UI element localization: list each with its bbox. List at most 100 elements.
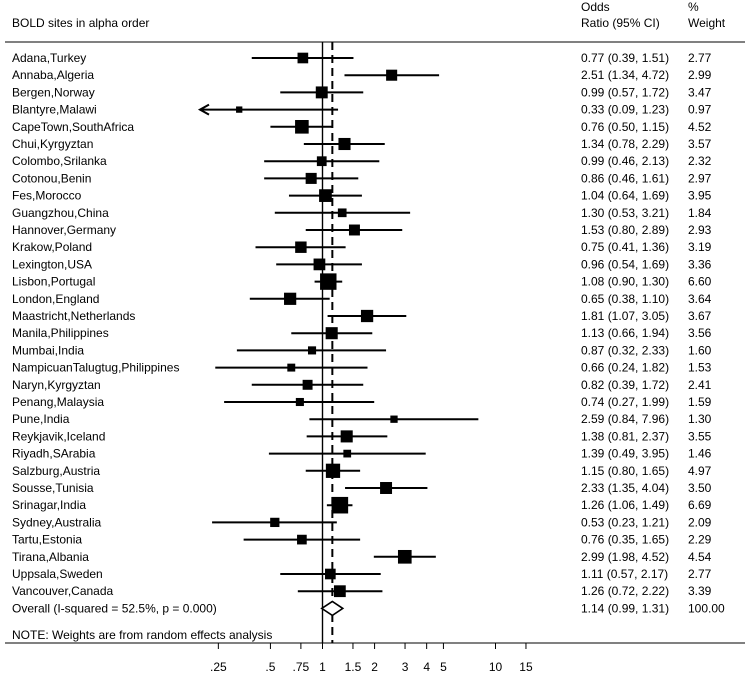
header-weight-line2: Weight (688, 16, 726, 30)
header-or-line2: Ratio (95% CI) (581, 16, 660, 30)
weight-box (270, 517, 280, 528)
site-label: Manila,Philippines (12, 326, 109, 340)
weight-label: 3.55 (688, 429, 712, 443)
weight-box (305, 172, 317, 184)
x-tick-label: .5 (265, 660, 275, 674)
x-tick-label: 1.5 (345, 660, 362, 674)
weight-label: 2.32 (688, 154, 712, 168)
weight-label: 2.99 (688, 68, 712, 82)
site-label: Maastricht,Netherlands (12, 309, 135, 323)
or-ci-label: 2.33 (1.35, 4.04) (581, 481, 669, 495)
or-ci-label: 1.04 (0.64, 1.69) (581, 189, 669, 203)
weight-label: 3.67 (688, 309, 712, 323)
x-tick-label: 10 (489, 660, 503, 674)
weight-label: 3.56 (688, 326, 712, 340)
site-label: Sydney,Australia (12, 515, 101, 529)
weight-box (343, 449, 352, 458)
weight-label: 2.97 (688, 171, 712, 185)
site-label: NampicuanTalugtug,Philippines (12, 361, 179, 375)
overall-weight-label: 100.00 (688, 601, 725, 615)
x-tick-label: 2 (371, 660, 378, 674)
weight-label: 2.77 (688, 51, 712, 65)
site-label: Uppsala,Sweden (12, 567, 103, 581)
weight-box (284, 292, 297, 305)
or-ci-label: 1.53 (0.80, 2.89) (581, 223, 669, 237)
site-label: Lexington,USA (12, 257, 92, 271)
weight-box (295, 119, 309, 134)
site-label: Srinagar,India (12, 498, 86, 512)
row-labels: Adana,Turkey 0.77 (0.39, 1.51) 2.77 Annaba,… (12, 51, 725, 615)
weight-label: 3.36 (688, 257, 712, 271)
weight-box (331, 496, 349, 514)
overall-diamond (320, 600, 345, 617)
weight-box (390, 415, 398, 423)
site-label: Adana,Turkey (12, 51, 86, 65)
x-tick-label: 3 (402, 660, 409, 674)
weight-label: 6.60 (688, 275, 712, 289)
site-label: CapeTown,SouthAfrica (12, 120, 134, 134)
weight-box (302, 379, 313, 390)
weight-label: 3.57 (688, 137, 712, 151)
site-label: Pune,India (12, 412, 70, 426)
or-ci-label: 2.51 (1.34, 4.72) (581, 68, 669, 82)
header-sites-label: BOLD sites in alpha order (12, 16, 149, 30)
weight-box (307, 346, 317, 355)
weight-label: 3.47 (688, 85, 712, 99)
weight-box (337, 208, 347, 218)
x-axis-ticks: .25 .5 .75 1 1.5 2 3 4 5 10 15 (210, 643, 533, 674)
site-label: London,England (12, 292, 99, 306)
weight-box (338, 137, 351, 151)
weight-label: 3.39 (688, 584, 712, 598)
weight-box (380, 482, 393, 494)
weight-box (325, 327, 338, 340)
or-ci-label: 1.11 (0.57, 2.17) (581, 567, 668, 581)
or-ci-label: 0.99 (0.46, 2.13) (581, 154, 669, 168)
weight-box (316, 156, 327, 167)
site-label: Lisbon,Portugal (12, 275, 95, 289)
weight-label: 2.77 (688, 567, 712, 581)
weight-box (287, 363, 296, 372)
weight-box (236, 106, 243, 113)
or-ci-label: 1.81 (1.07, 3.05) (581, 309, 669, 323)
weight-label: 1.53 (688, 361, 712, 375)
overall-label: Overall (I-squared = 52.5%, p = 0.000) (12, 601, 217, 615)
weight-label: 1.30 (688, 412, 712, 426)
x-tick-label: 4 (423, 660, 430, 674)
weight-box (313, 258, 326, 271)
plot-marks (197, 42, 479, 643)
or-ci-label: 1.13 (0.66, 1.94) (581, 326, 669, 340)
or-ci-label: 0.96 (0.54, 1.69) (581, 257, 669, 271)
x-tick-label: .25 (210, 660, 227, 674)
or-ci-label: 0.87 (0.32, 2.33) (581, 343, 669, 357)
weight-box (386, 69, 398, 81)
weight-box (325, 568, 336, 580)
or-ci-label: 0.77 (0.39, 1.51) (581, 51, 669, 65)
site-label: Colombo,Srilanka (12, 154, 107, 168)
or-ci-label: 0.53 (0.23, 1.21) (581, 515, 669, 529)
site-label: Guangzhou,China (12, 206, 109, 220)
site-label: Sousse,Tunisia (12, 481, 94, 495)
weight-box (360, 309, 374, 323)
ci-clip-arrow (197, 103, 210, 116)
or-ci-label: 2.99 (1.98, 4.52) (581, 550, 669, 564)
weight-box (297, 534, 307, 545)
weight-box (295, 397, 304, 407)
site-label: Riyadh,SArabia (12, 447, 96, 461)
weight-label: 2.09 (688, 515, 712, 529)
weight-box (319, 189, 332, 202)
or-ci-label: 0.74 (0.27, 1.99) (581, 395, 669, 409)
or-ci-label: 0.99 (0.57, 1.72) (581, 85, 669, 99)
weight-label: 1.84 (688, 206, 712, 220)
or-ci-label: 1.26 (1.06, 1.49) (581, 498, 669, 512)
weight-label: 3.64 (688, 292, 712, 306)
weight-box (397, 549, 412, 564)
weight-label: 2.29 (688, 533, 712, 547)
weight-label: 2.93 (688, 223, 712, 237)
site-label: Cotonou,Benin (12, 171, 91, 185)
x-tick-label: 15 (519, 660, 533, 674)
site-label: Vancouver,Canada (12, 584, 114, 598)
site-label: Tartu,Estonia (12, 533, 82, 547)
or-ci-label: 1.39 (0.49, 3.95) (581, 447, 669, 461)
or-ci-label: 0.75 (0.41, 1.36) (581, 240, 669, 254)
or-ci-label: 1.15 (0.80, 1.65) (581, 464, 669, 478)
